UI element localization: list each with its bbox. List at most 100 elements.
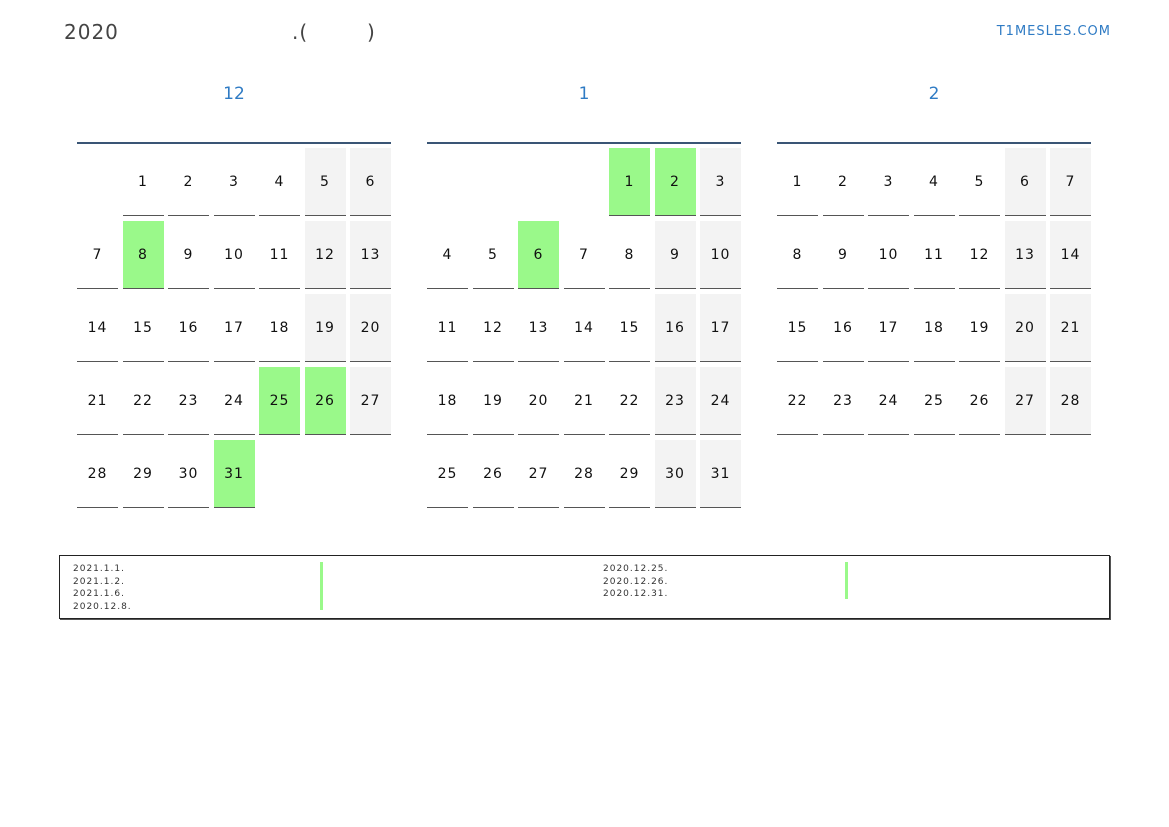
day-cell: 26 — [959, 367, 1000, 435]
day-cell: 21 — [77, 367, 118, 435]
day-cell: 18 — [259, 294, 300, 362]
calendar-year: 2020 — [64, 20, 119, 44]
day-cell: 18 — [913, 294, 955, 362]
day-cell: 31 — [213, 440, 255, 508]
day-cell: 7 — [563, 221, 605, 289]
day-cell: 5 — [959, 148, 1000, 216]
day-cell: 4 — [259, 148, 300, 216]
day-cell: 2 — [168, 148, 209, 216]
legend-item: 2020.12.8. — [73, 601, 132, 612]
day-cell: 22 — [122, 367, 164, 435]
calendar-subtitle: .( ) — [292, 20, 376, 44]
day-cell: 15 — [609, 294, 650, 362]
legend-right-list: 2020.12.25. 2020.12.26. 2020.12.31. — [603, 563, 668, 601]
legend-item: 2020.12.25. — [603, 564, 669, 574]
day-cell: 16 — [168, 294, 209, 362]
day-cell: 6 — [350, 148, 391, 216]
day-cell: 17 — [700, 294, 741, 362]
legend-item: 2021.1.1. — [73, 564, 125, 574]
day-cell: 30 — [654, 440, 696, 508]
legend-item: 2021.1.6. — [73, 589, 125, 599]
day-cell: 20 — [350, 294, 391, 362]
day-cell: 2 — [822, 148, 864, 216]
month-divider — [777, 142, 1091, 144]
day-cell: 12 — [472, 294, 514, 362]
day-cell: 12 — [304, 221, 346, 289]
day-cell: 23 — [822, 367, 864, 435]
day-cell: 25 — [427, 440, 468, 508]
month-name: 12 — [223, 84, 245, 104]
day-cell: 16 — [654, 294, 696, 362]
day-cell: 14 — [563, 294, 605, 362]
day-cell: 1 — [122, 148, 164, 216]
day-cell: 31 — [700, 440, 741, 508]
month-name: 1 — [578, 84, 590, 104]
day-cell: 14 — [77, 294, 118, 362]
day-cell: 21 — [563, 367, 605, 435]
day-cell: 22 — [609, 367, 650, 435]
day-cell: 23 — [168, 367, 209, 435]
legend-left-marker — [320, 562, 323, 610]
day-cell: 11 — [913, 221, 955, 289]
day-cell: 1 — [609, 148, 650, 216]
day-cell: 14 — [1050, 221, 1091, 289]
day-cell: 3 — [868, 148, 909, 216]
day-cell: 9 — [822, 221, 864, 289]
day-cell: 5 — [304, 148, 346, 216]
day-cell: 24 — [868, 367, 909, 435]
day-cell: 26 — [304, 367, 346, 435]
day-cell: 10 — [213, 221, 255, 289]
day-cell: 15 — [122, 294, 164, 362]
day-cell: 3 — [700, 148, 741, 216]
day-cell: 10 — [700, 221, 741, 289]
day-cell: 29 — [609, 440, 650, 508]
month-name: 2 — [928, 84, 940, 104]
day-cell: 3 — [213, 148, 255, 216]
day-cell: 7 — [77, 221, 118, 289]
day-cell: 4 — [427, 221, 468, 289]
day-cell: 22 — [777, 367, 818, 435]
day-cell: 24 — [700, 367, 741, 435]
day-cell: 27 — [350, 367, 391, 435]
day-cell: 11 — [259, 221, 300, 289]
day-cell: 26 — [472, 440, 514, 508]
day-cell: 17 — [213, 294, 255, 362]
day-cell: 29 — [122, 440, 164, 508]
day-cell: 24 — [213, 367, 255, 435]
day-cell: 8 — [777, 221, 818, 289]
day-cell: 25 — [913, 367, 955, 435]
day-cell: 18 — [427, 367, 468, 435]
legend-item: 2021.1.2. — [73, 576, 125, 587]
day-cell: 15 — [777, 294, 818, 362]
day-cell: 2 — [654, 148, 696, 216]
day-cell: 19 — [472, 367, 514, 435]
day-cell: 8 — [609, 221, 650, 289]
day-cell: 7 — [1050, 148, 1091, 216]
site-link[interactable]: T1MESLES.COM — [996, 24, 1111, 39]
day-cell: 8 — [122, 221, 164, 289]
legend-right-marker — [845, 562, 848, 599]
day-cell: 28 — [563, 440, 605, 508]
month-2: 2 1 2 3 4 5 6 7 8 9 10 11 12 13 14 15 16 17 18 19 20 21 22 23 24… — [777, 84, 1091, 435]
legend-item: 2020.12.31. — [603, 589, 669, 599]
day-cell: 20 — [518, 367, 559, 435]
day-cell: 9 — [168, 221, 209, 289]
day-cell: 9 — [654, 221, 696, 289]
day-cell: 16 — [822, 294, 864, 362]
day-cell: 10 — [868, 221, 909, 289]
day-cell: 20 — [1004, 294, 1046, 362]
holiday-legend: 2021.1.1. 2021.1.2. 2021.1.6. 2020.12.8. 20… — [59, 555, 1110, 619]
day-cell: 12 — [959, 221, 1000, 289]
day-cell: 13 — [350, 221, 391, 289]
day-cell: 13 — [518, 294, 559, 362]
day-cell: 23 — [654, 367, 696, 435]
day-cell: 11 — [427, 294, 468, 362]
month-divider — [77, 142, 391, 144]
day-cell: 19 — [959, 294, 1000, 362]
day-cell: 27 — [1004, 367, 1046, 435]
day-cell: 27 — [518, 440, 559, 508]
legend-item: 2020.12.26. — [603, 576, 669, 587]
day-cell: 13 — [1004, 221, 1046, 289]
day-cell: 28 — [1050, 367, 1091, 435]
day-cell: 6 — [518, 221, 559, 289]
